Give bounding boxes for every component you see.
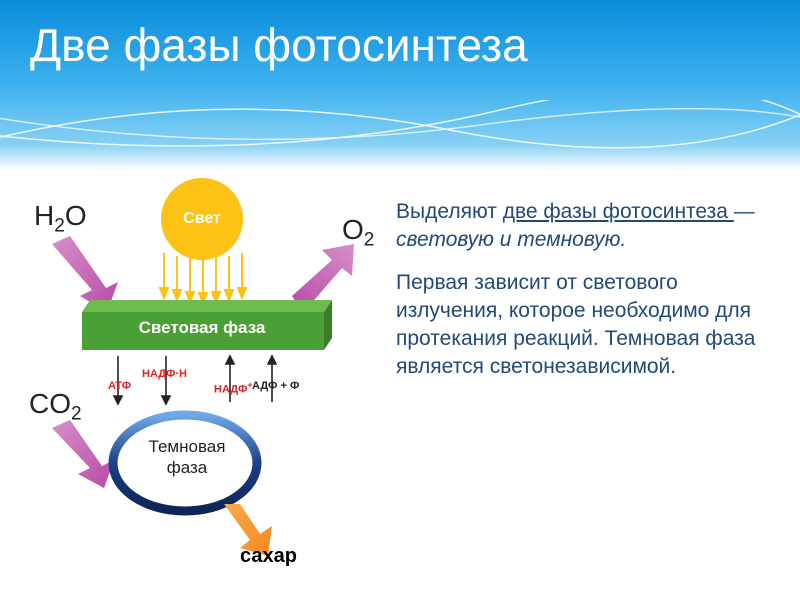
sugar-label: сахар <box>240 545 297 568</box>
wave-decoration <box>0 100 800 170</box>
paragraph-2: Первая зависит от светового излучения, к… <box>396 269 772 380</box>
dark-phase-label: Темновая фаза <box>140 436 234 479</box>
sun-icon: Свет <box>161 178 243 260</box>
content-row: Свет H2O O2 <box>0 170 800 573</box>
nadph-label: НАДФ·Н <box>142 368 187 380</box>
slide-title: Две фазы фотосинтеза <box>0 0 800 72</box>
slide-header: Две фазы фотосинтеза <box>0 0 800 170</box>
sun-label: Свет <box>161 178 243 260</box>
h2o-label: H2O <box>34 200 87 238</box>
description-text: Выделяют две фазы фотосинтеза — световую… <box>396 178 772 573</box>
photosynthesis-diagram: Свет H2O O2 <box>24 178 384 573</box>
nadp-label: НАДФ+ <box>214 380 253 396</box>
paragraph-1: Выделяют две фазы фотосинтеза — световую… <box>396 198 772 253</box>
atp-label: АТФ <box>108 380 131 392</box>
adp-label: АДФ + Ф <box>252 380 299 392</box>
light-phase-label: Световая фаза <box>92 318 312 338</box>
